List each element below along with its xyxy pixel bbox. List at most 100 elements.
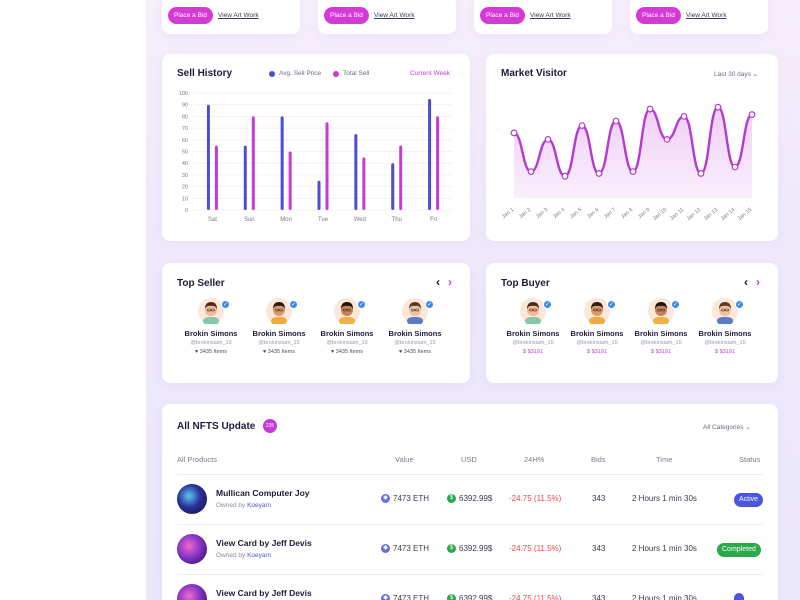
view-art-work-link[interactable]: View Art Work [530, 12, 571, 19]
verified-icon: ✓ [357, 300, 366, 309]
person-card[interactable]: ✓ Brokin Simons @brokinsiam_15 ♥ 3435 Items [383, 298, 447, 355]
person-name: Brokin Simons [388, 329, 442, 338]
view-art-work-link[interactable]: View Art Work [686, 12, 727, 19]
status-badge[interactable]: Active [734, 493, 764, 507]
person-handle: @brokinsiam_15 [258, 340, 300, 346]
next-arrow-icon[interactable]: › [448, 275, 452, 289]
nft-usd-text: 6392.99$ [459, 544, 493, 553]
visitor-point [510, 129, 518, 137]
person-stat: $ $3191 [693, 349, 757, 355]
visitor-point [663, 136, 671, 143]
x-tick-label: Thu [392, 217, 402, 223]
bar-wed-total-sell [362, 157, 366, 210]
ethereum-icon: ◆ [381, 494, 390, 503]
place-bid-button[interactable]: Place a Bid [168, 7, 213, 24]
nft-name[interactable]: View Card by Jeff Devis [216, 538, 312, 548]
nft-name[interactable]: Mullican Computer Joy [216, 488, 310, 498]
art-card-3: Place a Bid View Art Work [474, 0, 612, 34]
visitor-area-fill [514, 107, 752, 198]
nft-usd: $6392.99$ [447, 494, 492, 503]
x-tick-label: Jan 7 [603, 207, 617, 220]
status-badge[interactable]: Completed [717, 543, 761, 557]
view-art-work-link[interactable]: View Art Work [218, 12, 259, 19]
nfts-title: All NFTS Update [177, 421, 256, 432]
person-card[interactable]: ✓ Brokin Simons @brokinsiam_15 $ $3191 [565, 298, 629, 355]
bar-sun-avg-sell-price [243, 145, 247, 210]
bar-tue-total-sell [325, 122, 329, 210]
place-bid-button[interactable]: Place a Bid [480, 7, 525, 24]
y-tick-label: 80 [182, 114, 188, 120]
last-30-days-dropdown[interactable]: Last 30 days ⌄ [714, 70, 758, 78]
person-name: Brokin Simons [320, 329, 374, 338]
person-card[interactable]: ✓ Brokin Simons @brokinsiam_15 ♥ 3435 Items [179, 298, 243, 355]
ethereum-icon: ◆ [381, 594, 390, 600]
nfts-count-badge: 235 [263, 419, 277, 433]
y-tick-label: 10 [182, 196, 188, 202]
nft-usd: $6392.99$ [447, 544, 492, 553]
person-card[interactable]: ✓ Brokin Simons @brokinsiam_15 $ $3191 [501, 298, 565, 355]
nft-thumbnail[interactable] [177, 484, 207, 514]
bar-tue-avg-sell-price [317, 180, 321, 210]
nfts-table-card [162, 404, 778, 600]
x-tick-label: Fri [430, 217, 437, 223]
dropdown-label: Last 30 days [714, 71, 751, 78]
header-bids: Bids [591, 455, 606, 464]
art-card-4: Place a Bid View Art Work [630, 0, 768, 34]
nft-bids: 343 [592, 544, 606, 553]
person-card[interactable]: ✓ Brokin Simons @brokinsiam_15 ♥ 3435 Items [315, 298, 379, 355]
heart-icon: ♥ [194, 349, 200, 355]
x-tick-label: Jan 14 [720, 207, 737, 222]
current-week-filter[interactable]: Current Week [410, 70, 450, 77]
row-divider [177, 574, 763, 575]
verified-icon: ✓ [289, 300, 298, 309]
visitor-point [714, 103, 722, 111]
nft-owner: Owned by Koeyam [216, 502, 271, 509]
person-card[interactable]: ✓ Brokin Simons @brokinsiam_15 ♥ 3435 Items [247, 298, 311, 355]
money-icon: $ [715, 349, 720, 355]
bar-sat-total-sell [214, 145, 218, 210]
visitor-point [748, 111, 756, 118]
legend-dot [269, 70, 275, 77]
nft-name[interactable]: View Card by Jeff Devis [216, 588, 312, 598]
visitor-point [680, 113, 688, 120]
visitor-point [578, 122, 586, 129]
person-handle: @brokinsiam_15 [190, 340, 232, 346]
person-card[interactable]: ✓ Brokin Simons @brokinsiam_15 $ $3191 [629, 298, 693, 355]
all-categories-dropdown[interactable]: All Categories ⌄ [703, 423, 751, 431]
bar-mon-total-sell [288, 151, 292, 210]
nft-value: ◆ 7473 ETH [381, 544, 429, 553]
prev-arrow-icon[interactable]: ‹ [744, 275, 748, 289]
nft-usd-text: 6392.99$ [459, 594, 493, 600]
visitor-point [595, 170, 603, 177]
visitor-point [646, 105, 654, 113]
owner-link[interactable]: Koeyam [247, 552, 271, 559]
status-badge[interactable] [734, 593, 744, 600]
nft-change: -24.75 (11.5%) [509, 494, 562, 503]
person-stat-value: 3435 Items [403, 349, 431, 355]
owner-link[interactable]: Koeyam [247, 502, 271, 509]
x-tick-label: Jan 9 [637, 207, 651, 220]
person-card[interactable]: ✓ Brokin Simons @brokinsiam_15 $ $3191 [693, 298, 757, 355]
bar-sun-total-sell [251, 116, 255, 210]
visitor-point [561, 172, 569, 180]
nft-thumbnail[interactable] [177, 534, 207, 564]
nft-thumbnail[interactable] [177, 584, 207, 600]
x-tick-label: Sun [244, 217, 255, 223]
x-tick-label: Jan 6 [586, 207, 600, 220]
place-bid-button[interactable]: Place a Bid [324, 7, 369, 24]
money-icon: $ [651, 349, 656, 355]
visitor-point [629, 168, 637, 175]
verified-icon: ✓ [607, 300, 616, 309]
next-arrow-icon[interactable]: › [756, 275, 760, 289]
x-tick-label: Jan 2 [518, 207, 532, 220]
nft-owner: Owned by Koeyam [216, 552, 271, 559]
heart-icon: ♥ [398, 349, 404, 355]
person-stat-value: $3191 [527, 349, 543, 355]
place-bid-button[interactable]: Place a Bid [636, 7, 681, 24]
prev-arrow-icon[interactable]: ‹ [436, 275, 440, 289]
nft-time: 2 Hours 1 min 30s [632, 544, 697, 553]
nft-bids: 343 [592, 494, 606, 503]
view-art-work-link[interactable]: View Art Work [374, 12, 415, 19]
legend-label: Total Sell [343, 70, 370, 77]
nft-usd: $6392.99$ [447, 594, 492, 600]
